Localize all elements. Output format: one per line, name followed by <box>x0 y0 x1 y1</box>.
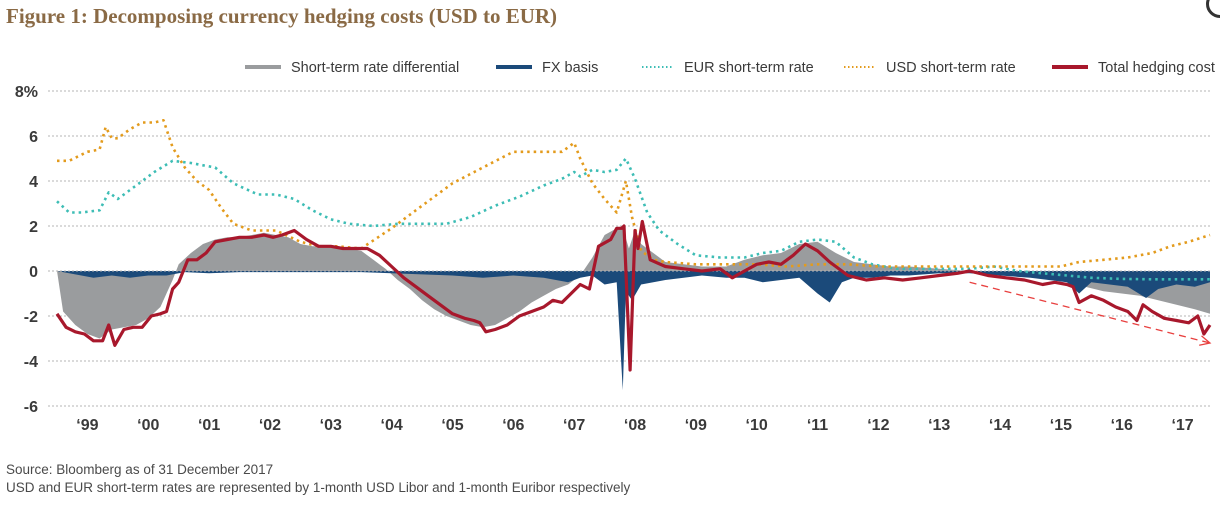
area-short-term-rate-differential <box>57 228 1210 339</box>
x-tick-label: ‘09 <box>685 417 707 434</box>
x-tick-label: ‘05 <box>441 417 463 434</box>
legend: Short-term rate differential FX basis EUR … <box>245 60 1215 76</box>
x-tick-label: ‘13 <box>928 417 950 434</box>
legend-label: Total hedging cost <box>1098 60 1215 76</box>
legend-label: Short-term rate differential <box>291 60 459 76</box>
methodology-note: USD and EUR short-term rates are represe… <box>6 480 631 495</box>
line-usd-short-term-rate <box>57 119 1211 268</box>
x-tick-label: ‘06 <box>502 417 524 434</box>
chart: 8% 6 4 2 0 -2 -4 -6 ‘99 ‘00 ‘01 ‘02 ‘03 ‘04 ‘05 ‘06 ‘07… <box>15 60 1215 434</box>
x-tick-label: ‘99 <box>76 417 98 434</box>
y-axis: 8% 6 4 2 0 -2 -4 -6 <box>15 84 38 416</box>
x-tick-label: ‘17 <box>1171 417 1193 434</box>
x-tick-label: ‘07 <box>563 417 585 434</box>
trend-arrow-head-icon <box>1199 335 1212 346</box>
y-tick-label: -4 <box>24 354 38 371</box>
y-tick-label: 0 <box>29 264 38 281</box>
line-series <box>55 119 1212 372</box>
y-tick-label: 8% <box>15 84 38 101</box>
x-tick-label: ‘15 <box>1050 417 1072 434</box>
x-tick-label: ‘01 <box>198 417 220 434</box>
x-tick-label: ‘08 <box>624 417 646 434</box>
x-axis: ‘99 ‘00 ‘01 ‘02 ‘03 ‘04 ‘05 ‘06 ‘07 ‘08 ‘09 ‘10 ‘11 ‘… <box>76 417 1194 434</box>
x-tick-label: ‘12 <box>867 417 889 434</box>
source-note: Source: Bloomberg as of 31 December 2017 <box>6 462 274 477</box>
annotations <box>969 281 1212 346</box>
x-tick-label: ‘02 <box>259 417 281 434</box>
x-tick-label: ‘10 <box>746 417 768 434</box>
legend-item-fx-basis: FX basis <box>496 60 598 76</box>
trend-arrow-line <box>969 281 1211 344</box>
y-tick-label: 2 <box>29 219 38 236</box>
corner-badge-icon <box>1206 0 1220 18</box>
x-tick-label: ‘11 <box>807 417 828 434</box>
x-tick-label: ‘14 <box>989 417 1011 434</box>
x-tick-label: ‘04 <box>381 417 403 434</box>
y-tick-label: 6 <box>29 129 38 146</box>
legend-item-eur-short-term-rate: EUR short-term rate <box>642 60 814 76</box>
legend-item-usd-short-term-rate: USD short-term rate <box>844 60 1016 76</box>
legend-item-total-hedging-cost: Total hedging cost <box>1052 60 1215 76</box>
y-tick-label: -6 <box>24 399 38 416</box>
legend-item-short-term-rate-differential: Short-term rate differential <box>245 60 459 76</box>
legend-label: FX basis <box>542 60 598 76</box>
y-tick-label: -2 <box>24 309 38 326</box>
figure-title: Figure 1: Decomposing currency hedging c… <box>6 4 558 28</box>
x-tick-label: ‘03 <box>320 417 342 434</box>
legend-label: USD short-term rate <box>886 60 1016 76</box>
line-eur-short-term-rate <box>56 157 1210 281</box>
x-tick-label: ‘00 <box>137 417 159 434</box>
y-tick-label: 4 <box>29 174 38 191</box>
line-total-hedging-cost <box>55 219 1212 372</box>
x-tick-label: ‘16 <box>1111 417 1133 434</box>
footer: Source: Bloomberg as of 31 December 2017… <box>6 461 630 497</box>
legend-label: EUR short-term rate <box>684 60 814 76</box>
